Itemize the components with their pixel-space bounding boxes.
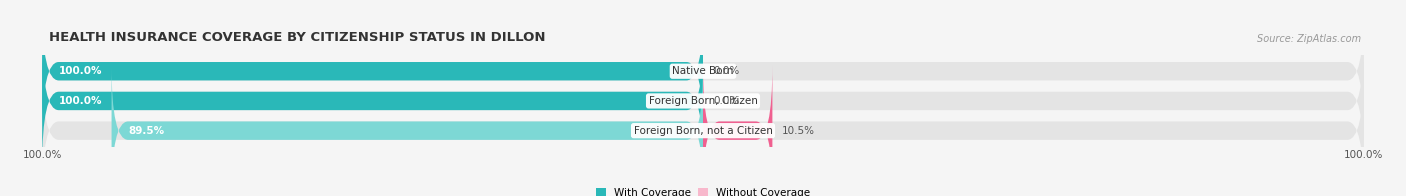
- Text: 0.0%: 0.0%: [713, 96, 740, 106]
- FancyBboxPatch shape: [111, 66, 703, 196]
- FancyBboxPatch shape: [42, 36, 703, 166]
- FancyBboxPatch shape: [42, 66, 1364, 196]
- Text: Source: ZipAtlas.com: Source: ZipAtlas.com: [1257, 34, 1361, 44]
- FancyBboxPatch shape: [42, 6, 1364, 136]
- Legend: With Coverage, Without Coverage: With Coverage, Without Coverage: [595, 187, 811, 196]
- Text: 100.0%: 100.0%: [59, 66, 103, 76]
- Text: 100.0%: 100.0%: [59, 96, 103, 106]
- Text: 0.0%: 0.0%: [713, 66, 740, 76]
- Text: Foreign Born, not a Citizen: Foreign Born, not a Citizen: [634, 126, 772, 136]
- FancyBboxPatch shape: [703, 66, 772, 196]
- Text: Foreign Born, Citizen: Foreign Born, Citizen: [648, 96, 758, 106]
- Text: 10.5%: 10.5%: [782, 126, 815, 136]
- Text: Native Born: Native Born: [672, 66, 734, 76]
- Text: HEALTH INSURANCE COVERAGE BY CITIZENSHIP STATUS IN DILLON: HEALTH INSURANCE COVERAGE BY CITIZENSHIP…: [49, 31, 546, 44]
- Text: 89.5%: 89.5%: [128, 126, 165, 136]
- FancyBboxPatch shape: [42, 36, 1364, 166]
- FancyBboxPatch shape: [42, 6, 703, 136]
